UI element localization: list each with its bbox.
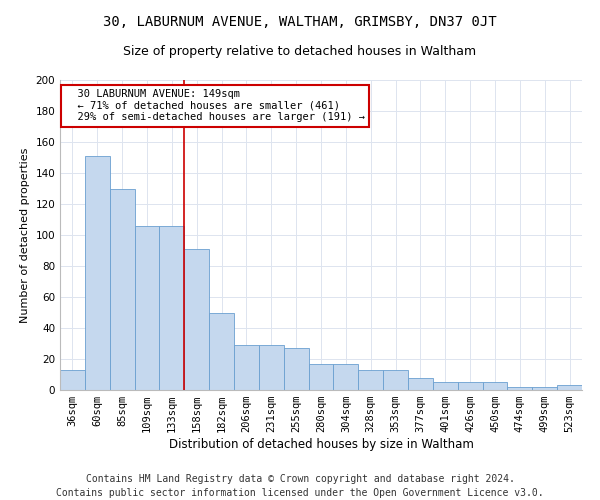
Bar xyxy=(60,370,85,390)
Bar xyxy=(557,386,582,390)
Text: Size of property relative to detached houses in Waltham: Size of property relative to detached ho… xyxy=(124,45,476,58)
Bar xyxy=(532,387,557,390)
Bar xyxy=(508,387,532,390)
Bar xyxy=(110,188,134,390)
Text: Contains HM Land Registry data © Crown copyright and database right 2024.
Contai: Contains HM Land Registry data © Crown c… xyxy=(56,474,544,498)
Bar xyxy=(209,312,234,390)
Bar xyxy=(334,364,358,390)
Bar xyxy=(358,370,383,390)
Bar xyxy=(433,382,458,390)
Bar xyxy=(234,345,259,390)
Bar xyxy=(259,345,284,390)
Text: 30 LABURNUM AVENUE: 149sqm
  ← 71% of detached houses are smaller (461)
  29% of: 30 LABURNUM AVENUE: 149sqm ← 71% of deta… xyxy=(65,90,365,122)
Bar xyxy=(184,249,209,390)
Bar xyxy=(383,370,408,390)
Bar xyxy=(308,364,334,390)
Y-axis label: Number of detached properties: Number of detached properties xyxy=(20,148,30,322)
Bar xyxy=(458,382,482,390)
Bar xyxy=(482,382,508,390)
Bar xyxy=(134,226,160,390)
Bar xyxy=(160,226,184,390)
X-axis label: Distribution of detached houses by size in Waltham: Distribution of detached houses by size … xyxy=(169,438,473,451)
Bar xyxy=(284,348,308,390)
Bar xyxy=(85,156,110,390)
Bar xyxy=(408,378,433,390)
Text: 30, LABURNUM AVENUE, WALTHAM, GRIMSBY, DN37 0JT: 30, LABURNUM AVENUE, WALTHAM, GRIMSBY, D… xyxy=(103,15,497,29)
